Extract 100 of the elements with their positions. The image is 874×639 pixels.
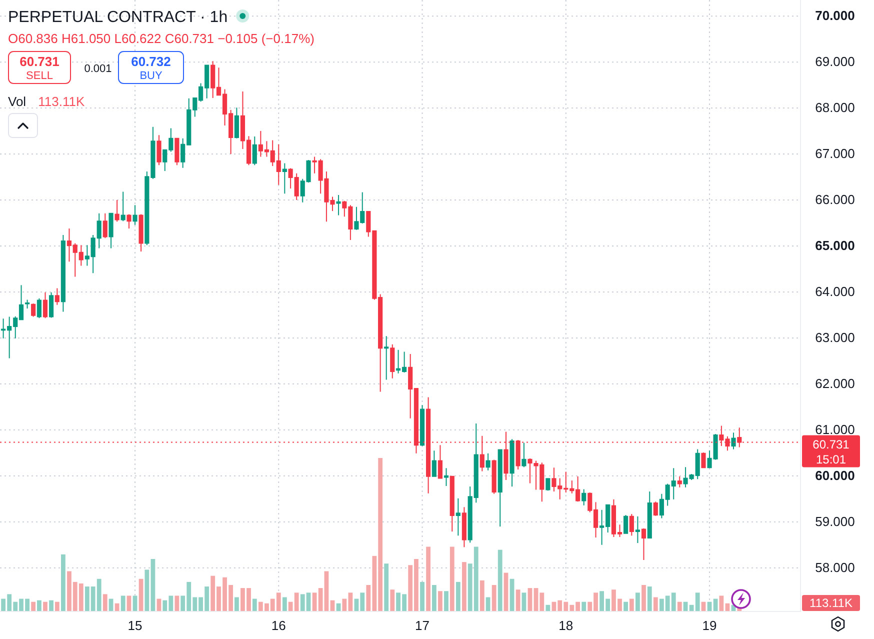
candlestick (336, 194, 341, 216)
bar (138, 578, 144, 611)
y-tick-label: 67.000 (815, 146, 855, 162)
bar (49, 600, 54, 611)
bar (144, 570, 150, 611)
bar (486, 597, 490, 611)
bar (582, 602, 586, 611)
candlestick (647, 491, 652, 538)
candlestick (546, 478, 550, 492)
bar (234, 597, 239, 611)
annotation: BUY (140, 70, 163, 82)
bar (480, 580, 484, 611)
candlestick (234, 107, 239, 139)
candlestick (384, 336, 389, 380)
y-tick-label: 64.000 (815, 284, 855, 299)
candlestick (486, 452, 490, 471)
bar (54, 602, 60, 611)
candlestick (114, 200, 120, 222)
bar (31, 602, 36, 611)
candlestick (31, 302, 36, 318)
candlestick (731, 432, 736, 450)
text: 113.11K (810, 596, 852, 610)
chart-title: Vol (8, 94, 26, 109)
bar (444, 591, 448, 611)
bar (510, 578, 514, 611)
candlestick (462, 506, 466, 548)
bar (647, 586, 652, 611)
ref-line-label: 60.731 (812, 437, 850, 452)
candlestick (390, 344, 395, 379)
y-tick-label: 58.000 (815, 560, 855, 575)
candlestick (432, 450, 436, 478)
bar (498, 550, 502, 611)
y-tick-label: 65.000 (815, 238, 855, 253)
bar (528, 588, 532, 611)
chart-subtitle: 113.11K (38, 94, 86, 109)
candlestick (36, 298, 42, 319)
y-tick-label: 63.000 (815, 330, 855, 345)
candlestick (635, 516, 640, 544)
candlestick (701, 452, 706, 469)
bar (43, 602, 48, 611)
bar (546, 604, 550, 611)
candlestick (120, 191, 126, 222)
bar (629, 598, 634, 611)
bar (174, 596, 180, 611)
bar (132, 596, 138, 611)
candlestick (510, 438, 514, 487)
bar (636, 592, 640, 611)
bar (522, 592, 526, 611)
candlestick (444, 468, 449, 487)
bar (456, 582, 460, 611)
candlestick (156, 134, 162, 166)
bar (384, 564, 389, 611)
annotation: 60.731 (20, 54, 60, 69)
candlestick (629, 514, 634, 536)
candlestick (126, 214, 132, 230)
candlestick (54, 288, 60, 306)
candlestick (623, 514, 628, 534)
text: O60.836 H61.050 L60.622 C60.731 −0.105 (−0.17%) (8, 31, 314, 46)
candlestick (450, 476, 454, 532)
bar (450, 546, 454, 611)
y-tick-label: 61.000 (815, 422, 855, 437)
bar (252, 598, 257, 611)
bar (150, 558, 156, 611)
bar (516, 590, 520, 611)
bar (624, 602, 628, 611)
text: PERPETUAL CONTRACT · 1h (8, 9, 228, 26)
bar (114, 603, 120, 611)
y-tick-label: 60.000 (815, 468, 855, 483)
candlestick (653, 501, 658, 516)
candlestick (677, 476, 682, 488)
candlestick (582, 488, 586, 506)
annotation: 0.001 (84, 63, 112, 75)
candlestick (438, 444, 443, 479)
bar (438, 591, 442, 611)
candlestick (108, 212, 114, 249)
annotation: SELL (26, 70, 53, 82)
bar (492, 584, 496, 611)
bar (504, 572, 508, 611)
x-tick-label: 15 (128, 618, 142, 633)
bar (420, 582, 424, 611)
candlestick (174, 138, 180, 166)
candlestick (456, 498, 460, 536)
bar (390, 590, 395, 611)
y-tick-label: 68.000 (815, 100, 855, 116)
x-tick-label: 16 (271, 618, 286, 633)
y-tick-label: 70.000 (815, 8, 855, 24)
bar (462, 562, 466, 611)
candlestick (138, 214, 144, 252)
annotation: 60.732 (131, 54, 171, 69)
candlestick (102, 212, 108, 239)
candlestick (48, 292, 54, 318)
bar (432, 584, 436, 611)
candlestick (641, 528, 646, 561)
candlestick (522, 442, 526, 468)
bar (282, 597, 287, 611)
candlestick (24, 299, 30, 310)
bar (719, 596, 724, 611)
bar (312, 592, 317, 611)
y-tick-label: 69.000 (815, 54, 855, 70)
candlestick (42, 292, 48, 319)
